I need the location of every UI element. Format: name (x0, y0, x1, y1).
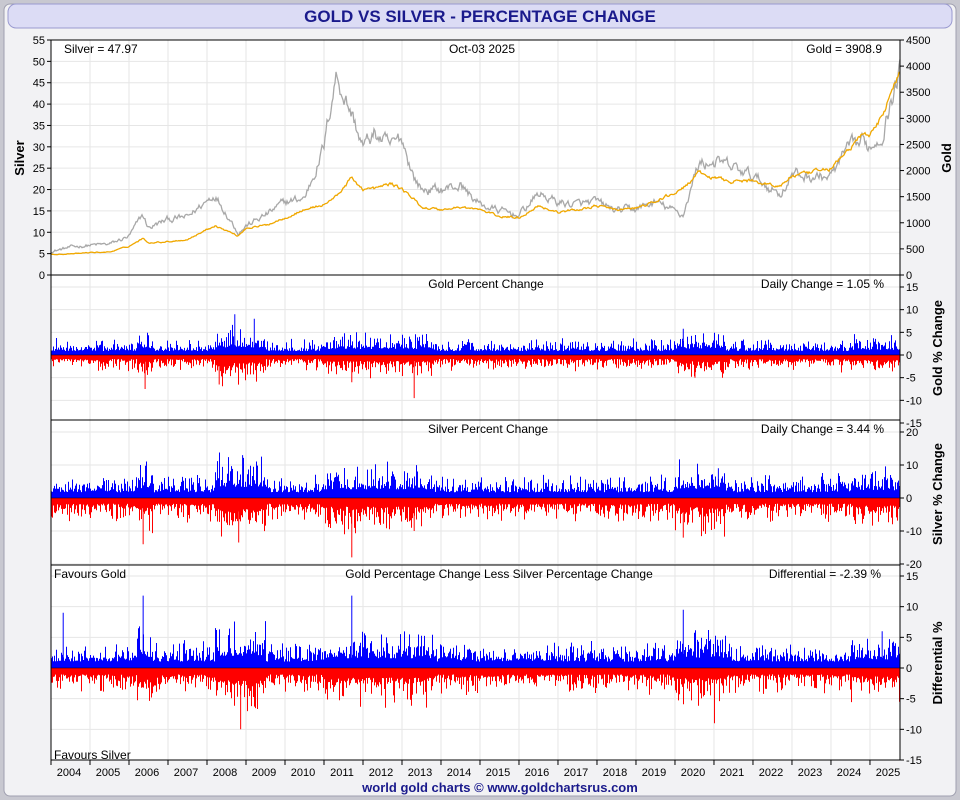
silver-tick-label: 35 (33, 120, 45, 132)
x-tick-label: 2020 (681, 767, 705, 779)
silver-pct-readout: Daily Change = 3.44 % (761, 422, 884, 436)
silver-tick-label: 20 (33, 185, 45, 197)
silver-readout: Silver = 47.97 (64, 42, 138, 56)
pct-tick-label: -20 (906, 559, 922, 571)
x-tick-label: 2004 (57, 767, 81, 779)
date-label: Oct-03 2025 (449, 42, 515, 56)
panel-background (50, 39, 901, 276)
pct-tick-label: 0 (906, 493, 912, 505)
silver-tick-label: 15 (33, 206, 45, 218)
gold-tick-label: 0 (906, 270, 912, 282)
pct-tick-label: 0 (906, 350, 912, 362)
x-tick-label: 2013 (408, 767, 432, 779)
pct-tick-label: -5 (906, 694, 916, 706)
silver-tick-label: 55 (33, 35, 45, 47)
silver-tick-label: 0 (39, 270, 45, 282)
pct-tick-label: 20 (906, 427, 918, 439)
silver-price-line (50, 59, 901, 254)
x-tick-label: 2008 (213, 767, 237, 779)
gold-tick-label: 1000 (906, 218, 930, 230)
differential-title: Gold Percentage Change Less Silver Perce… (345, 567, 653, 581)
panel-background (50, 274, 901, 421)
gold-readout: Gold = 3908.9 (806, 42, 882, 56)
footer-credit: world gold charts © www.goldchartsrus.co… (361, 780, 638, 795)
silver-tick-label: 30 (33, 142, 45, 154)
x-tick-label: 2009 (252, 767, 276, 779)
gold-tick-label: 500 (906, 244, 924, 256)
pct-tick-label: 10 (906, 460, 918, 472)
silver-tick-label: 45 (33, 78, 45, 90)
x-tick-label: 2023 (798, 767, 822, 779)
gold-pct-axis-label: Gold % Change (930, 300, 945, 396)
pct-tick-label: -15 (906, 755, 922, 767)
gold-tick-label: 4000 (906, 61, 930, 73)
favours-gold-label: Favours Gold (54, 567, 126, 581)
gold-percent-panel: -15 -10 -5 0 5 10 15 (50, 274, 922, 430)
gold-price-line (50, 71, 901, 256)
silver-axis-label: Silver (12, 140, 27, 175)
pct-tick-label: -10 (906, 395, 922, 407)
pct-tick-label: -10 (906, 526, 922, 538)
pct-tick-label: 15 (906, 282, 918, 294)
x-tick-label: 2019 (642, 767, 666, 779)
x-tick-label: 2016 (525, 767, 549, 779)
x-tick-label: 2018 (603, 767, 627, 779)
x-tick-label: 2012 (369, 767, 393, 779)
x-tick-label: 2011 (330, 767, 354, 779)
gold-tick-label: 2500 (906, 139, 930, 151)
x-tick-label: 2024 (837, 767, 861, 779)
x-tick-label: 2005 (96, 767, 120, 779)
panel-border (50, 564, 901, 761)
silver-tick-label: 50 (33, 56, 45, 68)
silver-pct-axis-label: Silver % Change (930, 443, 945, 545)
differential-axis-label: Differential % (930, 621, 945, 705)
x-tick-label: 2014 (447, 767, 471, 779)
silver-pct-title: Silver Percent Change (428, 422, 548, 436)
silver-percent-panel: -20 -10 0 10 20 (50, 419, 922, 571)
pct-tick-label: -5 (906, 373, 916, 385)
differential-panel: -15 -10 -5 0 5 10 15 (50, 564, 922, 767)
gold-axis-label: Gold (939, 143, 954, 173)
chart-title: GOLD VS SILVER - PERCENTAGE CHANGE (304, 7, 656, 26)
silver-tick-label: 5 (39, 249, 45, 261)
x-tick-label: 2010 (291, 767, 315, 779)
pct-tick-label: 10 (906, 305, 918, 317)
pct-tick-label: 5 (906, 327, 912, 339)
x-tick-label: 2017 (564, 767, 588, 779)
gold-tick-label: 1500 (906, 192, 930, 204)
gold-pct-readout: Daily Change = 1.05 % (761, 277, 884, 291)
pct-tick-label: -10 (906, 724, 922, 736)
silver-tick-label: 40 (33, 99, 45, 111)
x-tick-label: 2007 (174, 767, 198, 779)
gold-tick-label: 3500 (906, 87, 930, 99)
title-bar (7, 3, 953, 29)
silver-tick-label: 25 (33, 163, 45, 175)
pct-tick-label: 5 (906, 632, 912, 644)
gold-tick-label: 2000 (906, 166, 930, 178)
x-tick-label: 2025 (876, 767, 900, 779)
favours-silver-label: Favours Silver (54, 748, 131, 762)
gold-tick-label: 3000 (906, 113, 930, 125)
price-panel: 0 5 10 15 20 25 30 35 40 45 50 55 0 500 1000 1500 2000 25… (33, 35, 931, 282)
gold-tick-label: 4500 (906, 35, 930, 47)
differential-readout: Differential = -2.39 % (769, 567, 882, 581)
x-tick-label: 2021 (720, 767, 744, 779)
x-tick-label: 2015 (486, 767, 510, 779)
x-axis: 2004 2005 2006 2007 2008 2009 2010 2011 2012 2013… (50, 760, 900, 779)
x-tick-label: 2006 (135, 767, 159, 779)
pct-tick-label: -15 (906, 418, 922, 430)
pct-tick-label: 10 (906, 602, 918, 614)
silver-tick-label: 10 (33, 227, 45, 239)
pct-tick-label: 15 (906, 571, 918, 583)
gold-pct-title: Gold Percent Change (428, 277, 544, 291)
pct-tick-label: 0 (906, 663, 912, 675)
x-tick-label: 2022 (759, 767, 783, 779)
